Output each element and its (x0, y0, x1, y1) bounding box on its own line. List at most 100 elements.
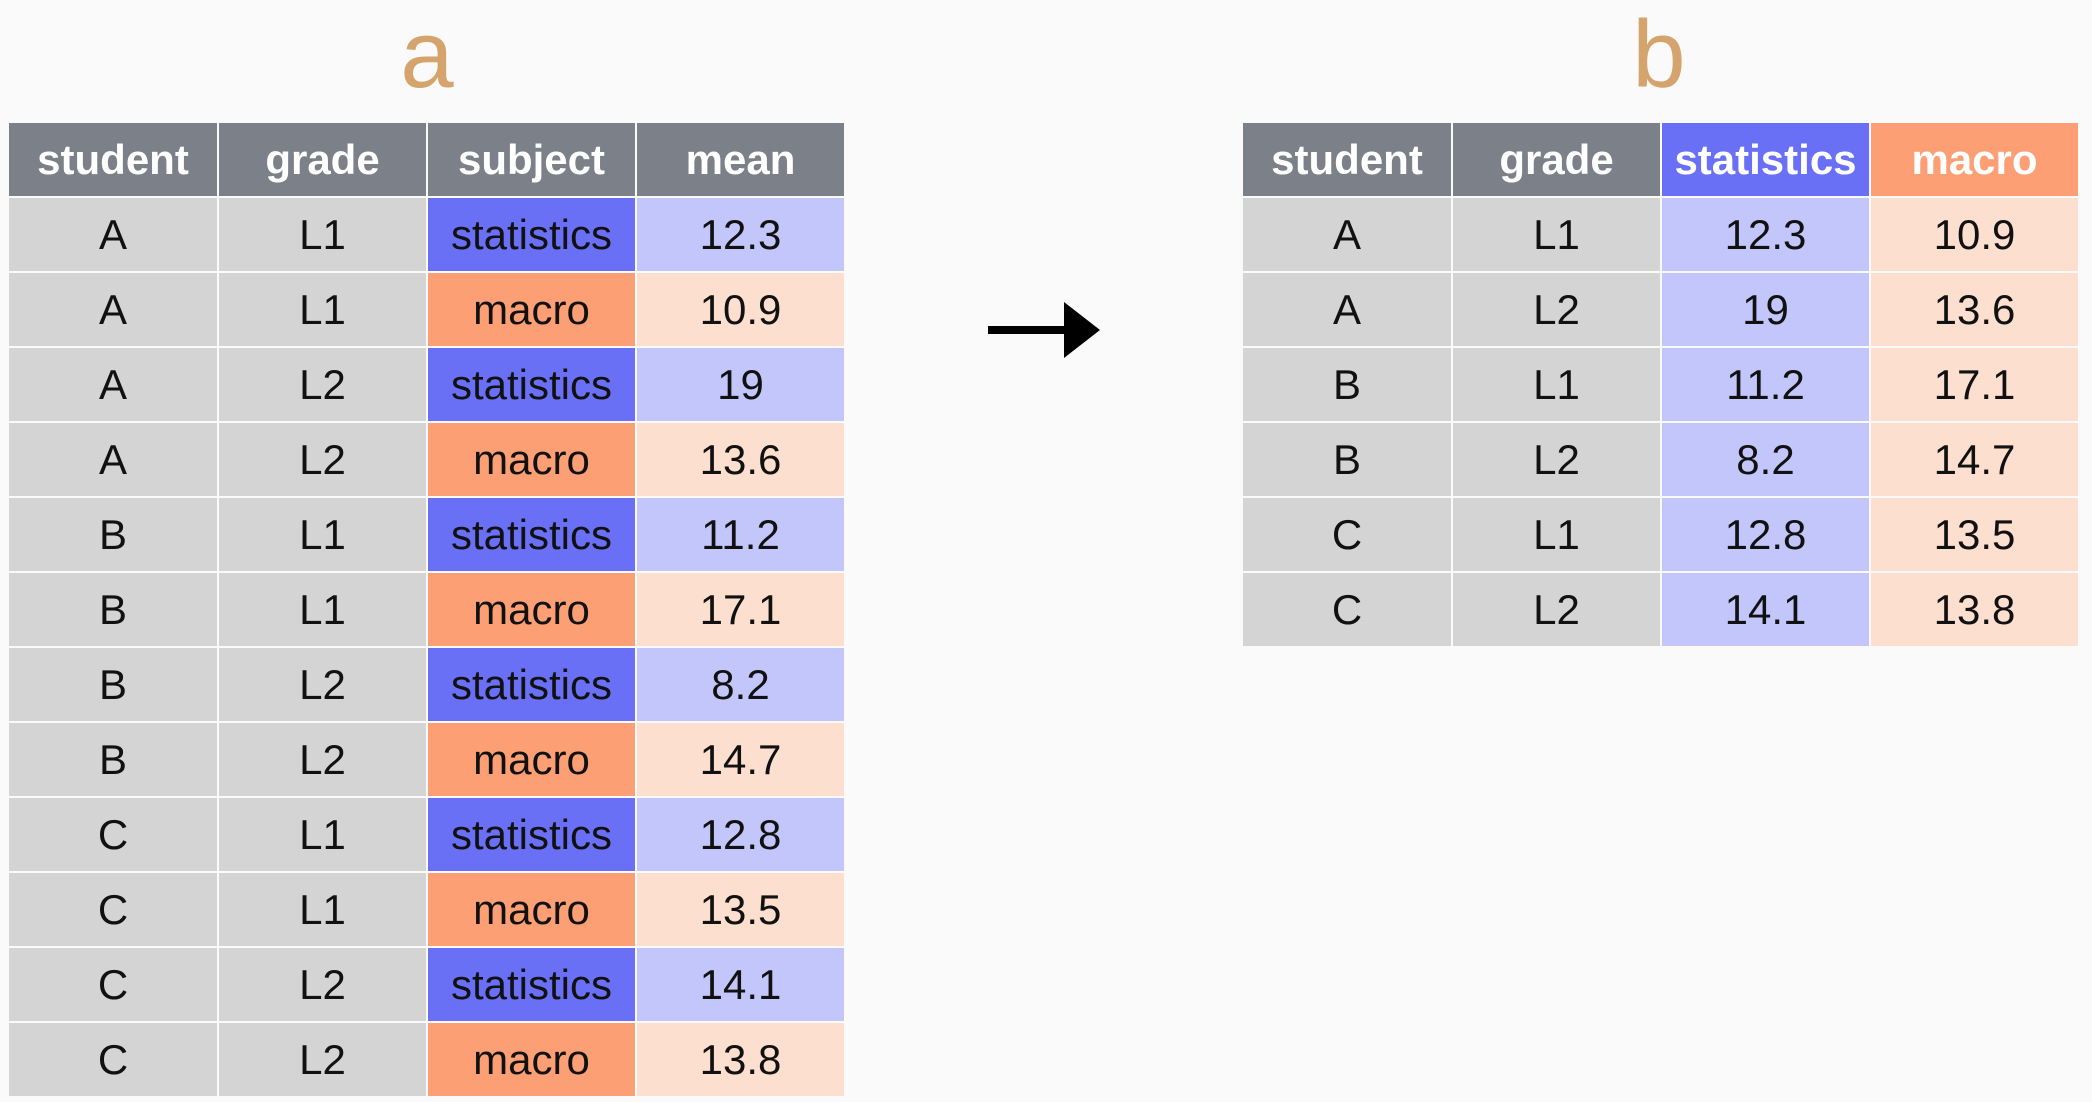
table-row: C L2 14.1 13.8 (1243, 572, 2080, 648)
cell-grade: L2 (1452, 272, 1662, 348)
table-row: C L2 macro 13.8 (9, 1022, 846, 1098)
cell-subject: macro (427, 572, 637, 648)
table-row: C L1 12.8 13.5 (1243, 497, 2080, 573)
cell-statistics: 12.8 (1661, 497, 1871, 573)
cell-grade: L2 (218, 422, 428, 498)
cell-subject: macro (427, 722, 637, 798)
cell-student: C (1243, 497, 1453, 573)
cell-mean: 11.2 (636, 497, 846, 573)
cell-statistics: 11.2 (1661, 347, 1871, 423)
cell-mean: 14.7 (636, 722, 846, 798)
cell-student: C (9, 797, 219, 873)
cell-student: B (9, 722, 219, 798)
cell-student: A (9, 422, 219, 498)
cell-mean: 8.2 (636, 647, 846, 723)
table-row: A L1 12.3 10.9 (1243, 197, 2080, 273)
cell-subject: statistics (427, 347, 637, 423)
cell-subject: statistics (427, 197, 637, 273)
cell-grade: L2 (1452, 572, 1662, 648)
cell-mean: 13.6 (636, 422, 846, 498)
cell-grade: L1 (218, 572, 428, 648)
table-row: B L1 11.2 17.1 (1243, 347, 2080, 423)
header-row: student grade subject mean (9, 123, 846, 198)
cell-macro: 13.5 (1870, 497, 2080, 573)
right-arrow-icon (988, 302, 1100, 358)
cell-statistics: 12.3 (1661, 197, 1871, 273)
table-row: B L2 macro 14.7 (9, 722, 846, 798)
cell-student: A (9, 347, 219, 423)
cell-mean: 13.8 (636, 1022, 846, 1098)
cell-subject: statistics (427, 797, 637, 873)
cell-subject: macro (427, 422, 637, 498)
table-row: C L2 statistics 14.1 (9, 947, 846, 1023)
cell-subject: macro (427, 872, 637, 948)
cell-student: B (1243, 347, 1453, 423)
cell-grade: L2 (218, 647, 428, 723)
cell-student: B (9, 647, 219, 723)
cell-subject: statistics (427, 497, 637, 573)
cell-student: C (1243, 572, 1453, 648)
cell-subject: macro (427, 1022, 637, 1098)
cell-subject: statistics (427, 947, 637, 1023)
table-row: B L2 statistics 8.2 (9, 647, 846, 723)
cell-student: B (1243, 422, 1453, 498)
cell-student: A (1243, 197, 1453, 273)
table-row: B L2 8.2 14.7 (1243, 422, 2080, 498)
panel-label-a: a (400, 1, 454, 108)
table-row: B L1 macro 17.1 (9, 572, 846, 648)
table-row: B L1 statistics 11.2 (9, 497, 846, 573)
column-header-grade: grade (1452, 123, 1662, 198)
cell-subject: statistics (427, 647, 637, 723)
table-row: A L2 19 13.6 (1243, 272, 2080, 348)
cell-mean: 17.1 (636, 572, 846, 648)
cell-mean: 12.3 (636, 197, 846, 273)
column-header-grade: grade (218, 123, 428, 198)
table-row: A L2 statistics 19 (9, 347, 846, 423)
cell-student: A (9, 197, 219, 273)
wide-format-table: student grade statistics macro A L1 12.3 10… (1243, 123, 2080, 648)
column-header-subject: subject (427, 123, 637, 198)
cell-subject: macro (427, 272, 637, 348)
table-row: A L1 statistics 12.3 (9, 197, 846, 273)
cell-grade: L1 (218, 797, 428, 873)
long-format-table: student grade subject mean A L1 statistics… (9, 123, 846, 1098)
cell-student: C (9, 947, 219, 1023)
cell-macro: 13.8 (1870, 572, 2080, 648)
cell-student: A (9, 272, 219, 348)
cell-mean: 19 (636, 347, 846, 423)
panel-label-b: b (1632, 1, 1686, 108)
cell-grade: L1 (1452, 197, 1662, 273)
column-header-student: student (1243, 123, 1453, 198)
cell-grade: L2 (218, 347, 428, 423)
cell-student: B (9, 572, 219, 648)
cell-mean: 10.9 (636, 272, 846, 348)
column-header-macro: macro (1870, 123, 2080, 198)
cell-macro: 10.9 (1870, 197, 2080, 273)
cell-grade: L1 (218, 497, 428, 573)
table-row: C L1 statistics 12.8 (9, 797, 846, 873)
table-row: C L1 macro 13.5 (9, 872, 846, 948)
cell-macro: 17.1 (1870, 347, 2080, 423)
cell-mean: 12.8 (636, 797, 846, 873)
cell-macro: 14.7 (1870, 422, 2080, 498)
column-header-statistics: statistics (1661, 123, 1871, 198)
column-header-student: student (9, 123, 219, 198)
cell-student: C (9, 872, 219, 948)
header-row: student grade statistics macro (1243, 123, 2080, 198)
cell-student: A (1243, 272, 1453, 348)
cell-mean: 14.1 (636, 947, 846, 1023)
cell-grade: L2 (218, 1022, 428, 1098)
cell-grade: L2 (1452, 422, 1662, 498)
cell-grade: L1 (218, 872, 428, 948)
cell-grade: L1 (1452, 347, 1662, 423)
cell-mean: 13.5 (636, 872, 846, 948)
cell-grade: L1 (218, 197, 428, 273)
cell-statistics: 8.2 (1661, 422, 1871, 498)
cell-student: B (9, 497, 219, 573)
cell-grade: L1 (1452, 497, 1662, 573)
cell-macro: 13.6 (1870, 272, 2080, 348)
table-row: A L1 macro 10.9 (9, 272, 846, 348)
cell-grade: L2 (218, 947, 428, 1023)
column-header-mean: mean (636, 123, 846, 198)
cell-grade: L1 (218, 272, 428, 348)
